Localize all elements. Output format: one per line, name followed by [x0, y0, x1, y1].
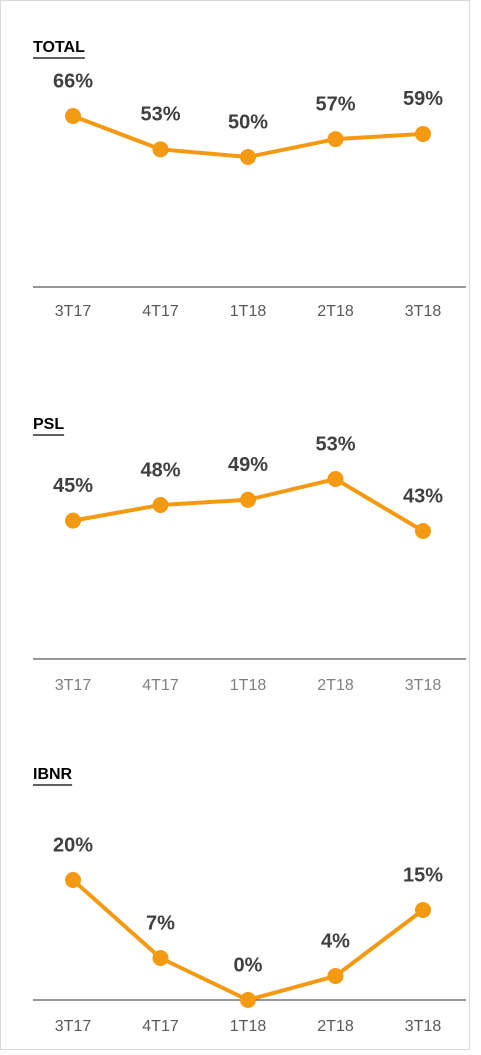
- data-label: 66%: [53, 70, 93, 92]
- data-label: 45%: [53, 475, 93, 497]
- data-point: [240, 992, 256, 1008]
- x-tick-label: 3T17: [55, 303, 92, 320]
- x-tick-label: 4T17: [142, 303, 179, 320]
- data-point: [152, 497, 169, 513]
- data-point: [65, 108, 81, 124]
- data-point: [65, 512, 81, 529]
- x-tick-label: 3T18: [405, 677, 442, 694]
- x-tick-label: 4T17: [142, 677, 179, 694]
- x-tick-label: 3T17: [55, 1018, 92, 1035]
- data-point: [240, 491, 256, 508]
- data-label: 43%: [403, 485, 443, 507]
- data-point: [327, 471, 344, 487]
- x-tick-label: 1T18: [230, 1018, 267, 1035]
- data-label: 4%: [321, 930, 350, 952]
- x-tick-label: 1T18: [230, 303, 267, 320]
- data-label: 20%: [53, 834, 93, 856]
- data-label: 15%: [403, 864, 443, 886]
- x-tick-label: 2T18: [317, 677, 354, 694]
- x-tick-label: 3T18: [405, 303, 442, 320]
- chart-title: TOTAL: [33, 39, 85, 56]
- x-tick-label: 2T18: [317, 303, 354, 320]
- data-label: 7%: [146, 912, 175, 934]
- chart-title: PSL: [33, 416, 64, 433]
- data-point: [152, 141, 169, 158]
- x-tick-label: 4T17: [142, 1018, 179, 1035]
- data-label: 49%: [228, 454, 268, 476]
- data-label: 57%: [315, 93, 355, 115]
- data-point: [415, 902, 431, 918]
- data-point: [240, 149, 256, 165]
- data-point: [152, 950, 169, 966]
- data-label: 53%: [140, 104, 180, 126]
- data-point: [415, 125, 431, 142]
- x-tick-label: 1T18: [230, 677, 267, 694]
- chart-title: IBNR: [33, 766, 73, 783]
- x-tick-label: 2T18: [317, 1018, 354, 1035]
- data-point: [327, 968, 344, 984]
- x-tick-label: 3T17: [55, 677, 92, 694]
- data-point: [65, 872, 81, 888]
- data-point: [327, 131, 344, 148]
- data-label: 48%: [140, 459, 180, 481]
- x-tick-label: 3T18: [405, 1018, 442, 1035]
- data-label: 50%: [228, 111, 268, 133]
- data-label: 59%: [403, 88, 443, 110]
- data-label: 53%: [315, 433, 355, 455]
- data-label: 0%: [234, 954, 263, 976]
- data-point: [415, 523, 431, 539]
